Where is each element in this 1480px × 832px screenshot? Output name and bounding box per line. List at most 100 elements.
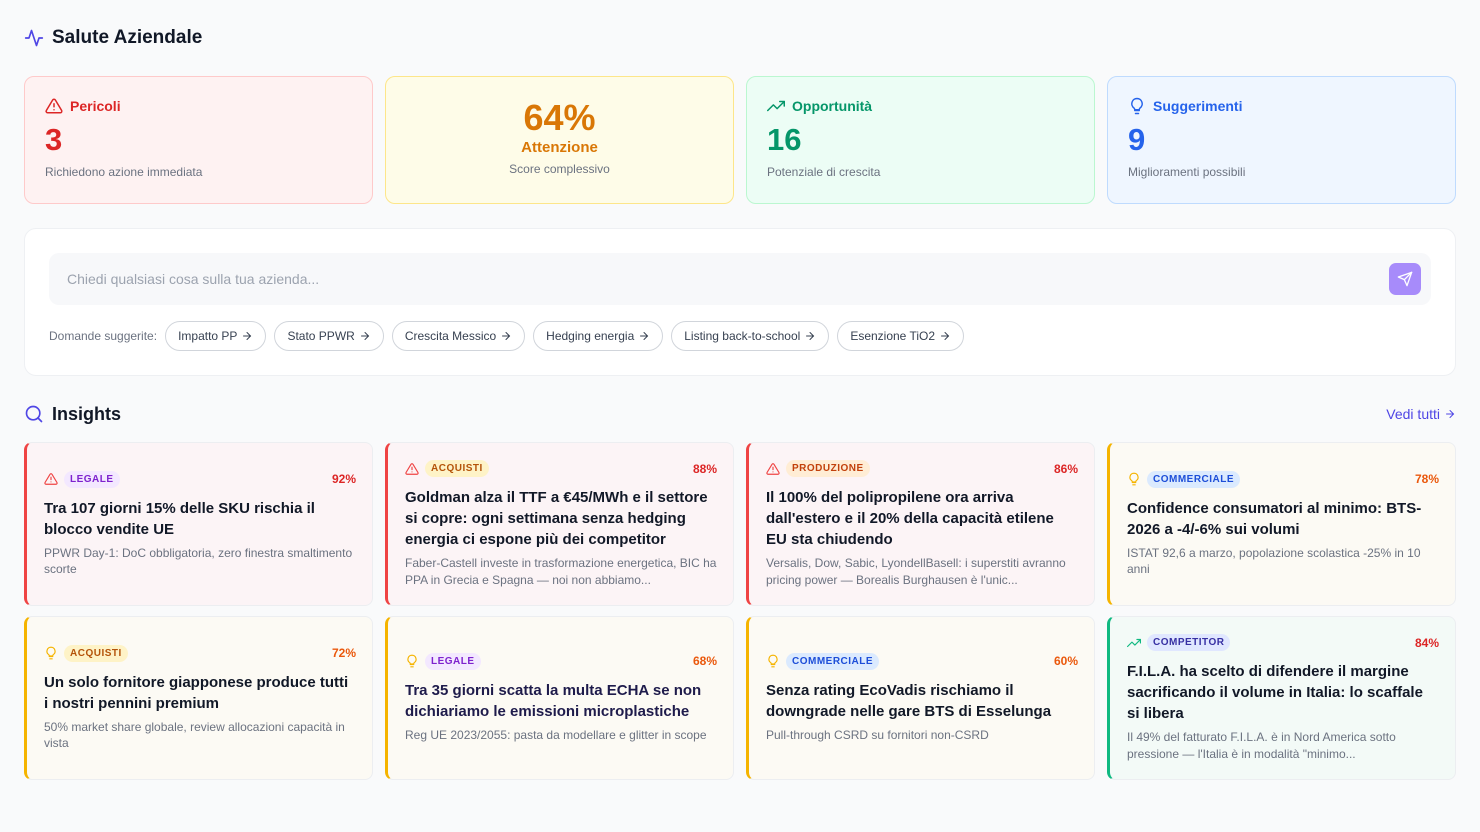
kpi-label: Attenzione (406, 139, 713, 156)
suggestion-chip[interactable]: Stato PPWR (274, 321, 384, 351)
suggestion-chip[interactable]: Listing back-to-school (671, 321, 830, 351)
card-top: ACQUISTI 88% (405, 460, 717, 477)
card-meta: ACQUISTI (405, 460, 489, 477)
card-top: COMMERCIALE 78% (1127, 470, 1439, 488)
kpi-label-text: Pericoli (70, 98, 121, 114)
suggestions-label: Domande suggerite: (49, 329, 158, 343)
insight-card[interactable]: ACQUISTI 72% Un solo fornitore giapponese … (24, 616, 373, 780)
suggestion-chip[interactable]: Esenzione TiO2 (837, 321, 965, 351)
card-meta: LEGALE (405, 652, 481, 670)
card-title: Il 100% del polipropilene ora arriva dal… (766, 489, 1054, 548)
score: 68% (692, 654, 717, 669)
insight-card[interactable]: COMMERCIALE 60% Senza rating EcoVadis risc… (746, 616, 1095, 780)
category-badge: LEGALE (425, 652, 481, 670)
card-title: Tra 107 giorni 15% delle SKU rischia il … (44, 499, 315, 538)
card-top: COMMERCIALE 60% (766, 652, 1078, 670)
card-meta: LEGALE (44, 470, 120, 488)
icon (405, 462, 419, 476)
insights-header: Insights Vedi tutti (24, 402, 1456, 426)
kpi-value: 64% (523, 97, 596, 138)
icon (767, 97, 785, 115)
insights-title: Insights (24, 404, 121, 425)
category-badge: LEGALE (64, 470, 120, 488)
card-description: Reg UE 2023/2055: pasta da modellare e g… (405, 727, 707, 742)
insight-card[interactable]: LEGALE 68% Tra 35 giorni scatta la multa E… (385, 616, 734, 780)
suggestion-chip[interactable]: Hedging energia (533, 321, 664, 351)
header: Salute Aziendale (24, 0, 1456, 76)
card-title: Senza rating EcoVadis rischiamo il downg… (766, 681, 1052, 720)
card-description: ISTAT 92,6 a marzo, popolazione scolasti… (1127, 545, 1421, 577)
icon (766, 654, 780, 668)
insight-card[interactable]: LEGALE 92% Tra 107 giorni 15% delle SKU ri… (24, 442, 373, 606)
icon (24, 28, 44, 48)
dashboard: Salute Aziendale Pericoli 3 Richiedono azio… (24, 0, 1456, 780)
chip-text: Stato PPWR (287, 329, 355, 343)
send-button[interactable] (1389, 263, 1421, 295)
card-description: Il 49% del fatturato F.I.L.A. è in Nord … (1127, 730, 1396, 761)
icon (24, 404, 44, 424)
score: 78% (1414, 472, 1439, 486)
arrow-icon (359, 330, 371, 342)
icon (405, 654, 419, 668)
search-input[interactable]: Chiedi qualsiasi cosa sulla tua azienda.… (49, 253, 1431, 305)
suggestion-chip[interactable]: Crescita Messico (391, 321, 526, 351)
kpi-label: Opportunità (767, 97, 1074, 115)
chip-text: Impatto PP (178, 329, 238, 343)
suggestion-chip[interactable]: Impatto PP (165, 321, 267, 351)
category-badge: ACQUISTI (64, 644, 128, 662)
see-all-link[interactable]: Vedi tutti (1386, 406, 1456, 422)
chip-text: Esenzione TiO2 (850, 329, 936, 343)
card-title: Un solo fornitore giapponese produce tut… (44, 673, 349, 712)
card-top: ACQUISTI 72% (44, 644, 356, 662)
card-description: PPWR Day-1: DoC obbligatoria, zero fines… (44, 545, 353, 577)
placeholder: Chiedi qualsiasi cosa sulla tua azienda.… (67, 271, 320, 287)
arrow-icon (939, 330, 951, 342)
chip-text: Listing back-to-school (684, 329, 801, 343)
icon (44, 472, 58, 486)
score: 88% (692, 461, 717, 476)
kpi-label: Pericoli (45, 97, 352, 115)
icon (44, 646, 58, 660)
kpi-caption: Score complessivo (509, 162, 610, 176)
insight-card[interactable]: ACQUISTI 88% Goldman alza il TTF a €45/MWh… (385, 442, 734, 606)
kpi-card: Pericoli 3 Richiedono azione immediata (24, 76, 373, 204)
icon (1128, 97, 1146, 115)
insights-title-text: Insights (52, 403, 122, 424)
card-meta: COMMERCIALE (766, 652, 880, 670)
category-badge: COMMERCIALE (786, 652, 880, 670)
kpi-card: 64% Attenzione Score complessivo (385, 76, 734, 204)
chip-text: Crescita Messico (404, 329, 497, 343)
link-text: Vedi tutti (1386, 406, 1440, 422)
card-title: Tra 35 giorni scatta la multa ECHA se no… (405, 681, 702, 720)
card-meta: COMPETITOR (1127, 634, 1231, 651)
arrow-icon (500, 330, 512, 342)
card-title: Confidence consumatori al minimo: BTS-20… (1127, 499, 1422, 538)
kpi-label-text: Suggerimenti (1153, 98, 1243, 114)
arrow-icon (241, 330, 253, 342)
insight-card[interactable]: PRODUZIONE 86% Il 100% del polipropilene o… (746, 442, 1095, 606)
card-description: Versalis, Dow, Sabic, LyondellBasell: i … (766, 556, 1066, 587)
card-top: COMPETITOR 84% (1127, 634, 1439, 651)
kpi-label: Suggerimenti (1128, 97, 1435, 115)
category-badge: COMPETITOR (1147, 634, 1231, 651)
card-top: LEGALE 92% (44, 470, 356, 488)
kpi-row: Pericoli 3 Richiedono azione immediata 64% A… (24, 76, 1456, 204)
card-top: LEGALE 68% (405, 652, 717, 670)
kpi-caption: Richiedono azione immediata (45, 165, 203, 179)
score: 84% (1414, 635, 1439, 650)
kpi-card: Opportunità 16 Potenziale di crescita (746, 76, 1095, 204)
page-title: Salute Aziendale (52, 27, 203, 48)
card-description: 50% market share globale, review allocaz… (44, 719, 345, 751)
arrow-icon (638, 330, 650, 342)
icon (766, 462, 780, 476)
kpi-value: 16 (767, 122, 802, 157)
insight-card[interactable]: COMMERCIALE 78% Confidence consumatori al … (1107, 442, 1456, 606)
card-meta: ACQUISTI (44, 644, 128, 662)
kpi-label-text: Attenzione (521, 139, 598, 156)
insight-card[interactable]: COMPETITOR 84% F.I.L.A. ha scelto di difen… (1107, 616, 1456, 780)
kpi-label-text: Opportunità (792, 98, 873, 114)
kpi-caption: Potenziale di crescita (767, 165, 881, 179)
arrow-icon (804, 330, 816, 342)
